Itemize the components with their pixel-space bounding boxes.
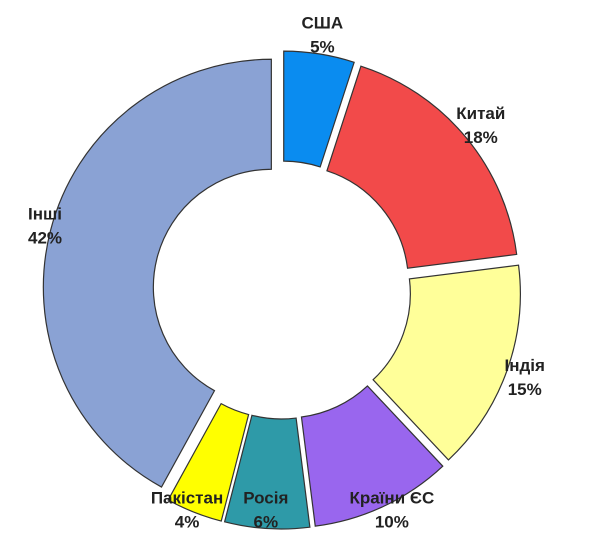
value-label: 5% [310,38,335,57]
category-label: Країни ЄС [349,488,434,507]
value-label: 4% [175,512,200,531]
value-label: 10% [375,512,409,531]
value-label: 18% [464,128,498,147]
category-label: США [302,14,344,33]
donut-segment [283,50,355,168]
donut-segment [326,65,518,269]
donut-segment [223,414,311,530]
donut-segment [300,385,444,527]
value-label: 6% [254,512,279,531]
category-label: Пакістан [151,488,223,507]
value-label: 15% [508,380,542,399]
donut-segment [42,58,272,488]
category-label: Індія [505,356,545,375]
category-label: Інші [28,204,62,223]
donut-segment [372,264,521,461]
donut-segment [167,402,250,522]
value-label: 42% [28,228,62,247]
category-label: Росія [243,488,288,507]
category-label: Китай [456,104,505,123]
